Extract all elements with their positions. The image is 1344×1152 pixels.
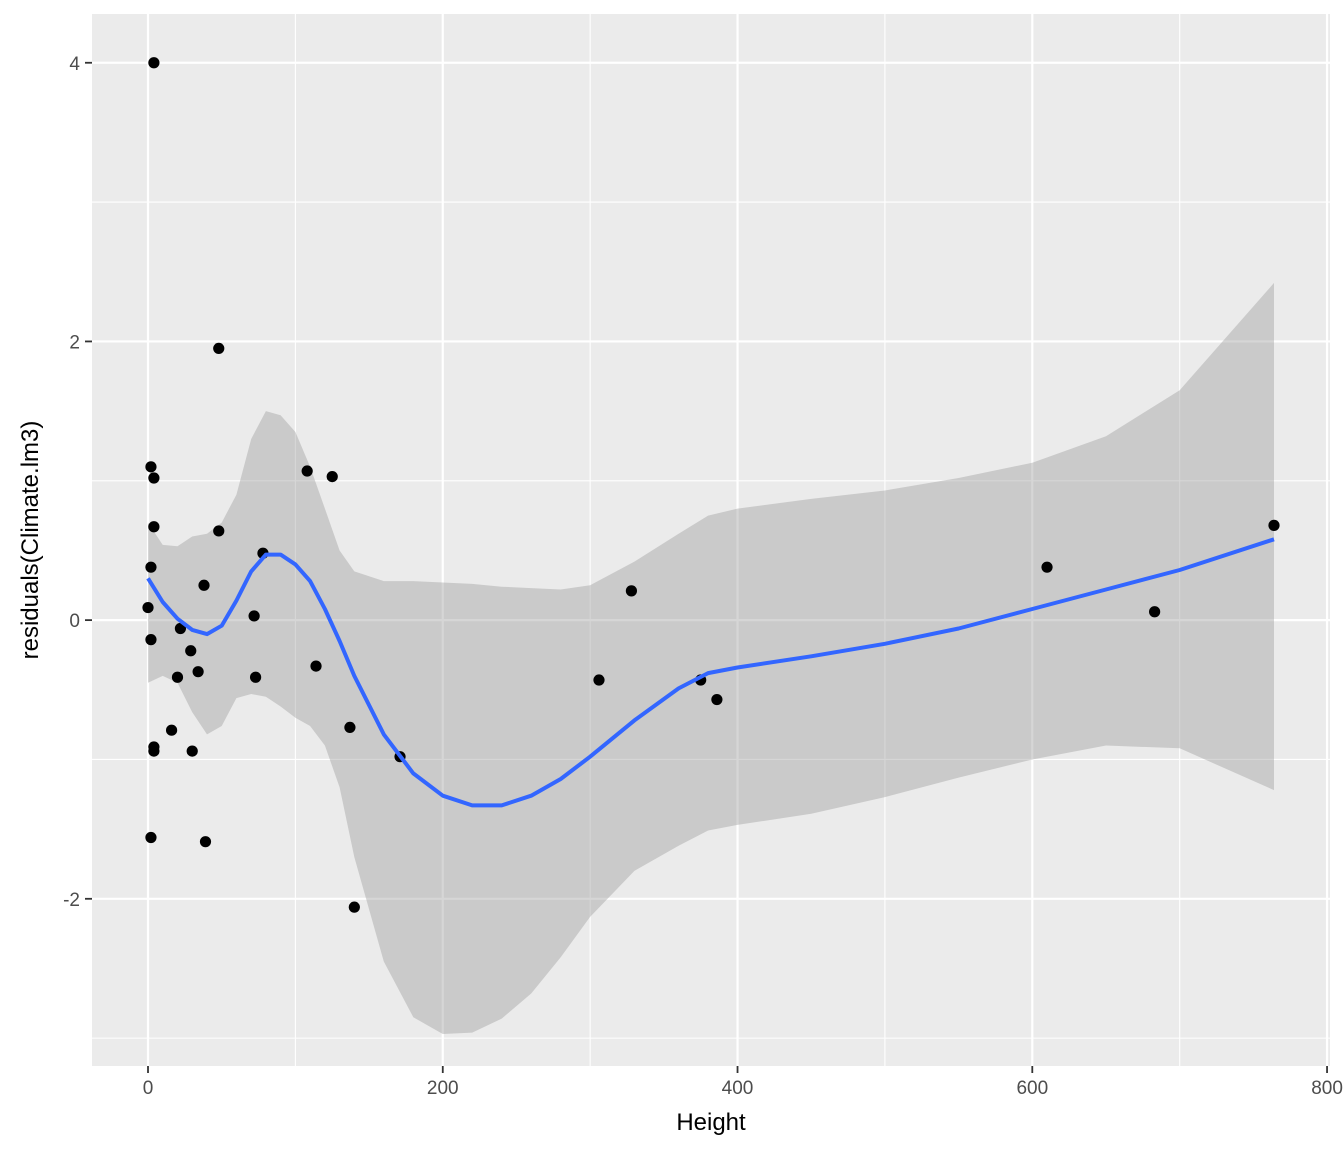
data-point: [310, 660, 322, 672]
data-point: [186, 745, 198, 757]
data-point: [165, 724, 178, 736]
data-point: [249, 671, 262, 683]
data-point: [142, 601, 154, 614]
data-point: [1041, 561, 1053, 573]
x-tick-label: 400: [722, 1078, 754, 1099]
y-tick-label: 4: [69, 54, 80, 75]
data-point: [199, 836, 212, 848]
plot-panel: [92, 14, 1330, 1066]
y-axis-title: residuals(Climate.lm3): [17, 421, 44, 660]
x-tick-label: 200: [427, 1078, 459, 1099]
data-point: [326, 471, 338, 483]
confidence-ribbon: [148, 282, 1274, 1034]
data-point: [593, 674, 605, 686]
data-point: [344, 721, 356, 734]
data-point: [1149, 606, 1161, 618]
data-point: [145, 561, 157, 573]
data-point: [148, 745, 160, 757]
x-axis-title: Height: [676, 1109, 746, 1136]
y-axis: -2 0 2 4: [63, 54, 92, 911]
data-point: [192, 666, 204, 678]
data-point: [145, 831, 157, 844]
major-gridlines: [92, 14, 1330, 1066]
y-tick-label: 0: [69, 611, 80, 632]
data-point: [198, 579, 210, 591]
data-points: [142, 57, 1280, 913]
data-point: [174, 622, 187, 635]
data-point: [301, 465, 313, 477]
smooth-line: [146, 537, 1275, 808]
data-point: [148, 57, 160, 69]
data-point: [625, 585, 638, 597]
y-tick-label: -2: [63, 890, 80, 911]
data-point: [248, 610, 260, 622]
data-point: [171, 671, 184, 683]
minor-gridlines: [92, 14, 1330, 1066]
x-axis: 0 200 400 600 800: [143, 1066, 1343, 1099]
data-point: [711, 693, 723, 706]
x-tick-label: 0: [143, 1078, 154, 1099]
data-point: [148, 521, 160, 533]
data-point: [348, 901, 360, 913]
x-tick-label: 800: [1311, 1078, 1343, 1099]
data-point: [213, 342, 225, 355]
data-point: [145, 634, 157, 646]
data-point: [213, 525, 225, 537]
data-point: [1268, 519, 1280, 531]
data-point: [148, 472, 160, 484]
data-point: [185, 645, 197, 657]
x-tick-label: 600: [1016, 1078, 1048, 1099]
data-point: [145, 461, 157, 473]
y-tick-label: 2: [69, 332, 80, 353]
